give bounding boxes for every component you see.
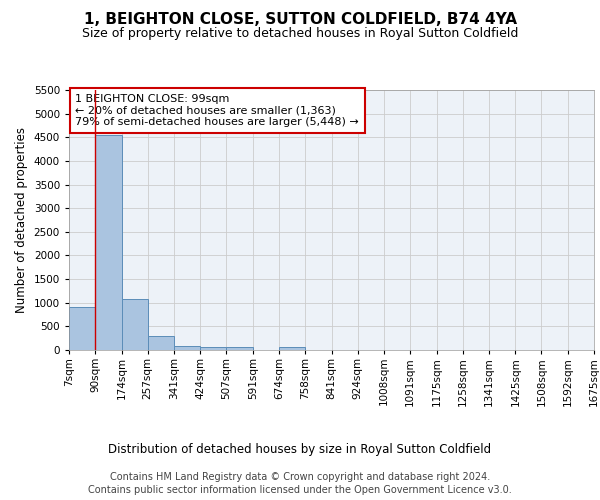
Text: 1 BEIGHTON CLOSE: 99sqm
← 20% of detached houses are smaller (1,363)
79% of semi: 1 BEIGHTON CLOSE: 99sqm ← 20% of detache…	[76, 94, 359, 127]
Bar	[122, 299, 148, 350]
Text: 1, BEIGHTON CLOSE, SUTTON COLDFIELD, B74 4YA: 1, BEIGHTON CLOSE, SUTTON COLDFIELD, B74…	[83, 12, 517, 28]
Text: Contains HM Land Registry data © Crown copyright and database right 2024.: Contains HM Land Registry data © Crown c…	[110, 472, 490, 482]
Bar	[226, 347, 253, 350]
Y-axis label: Number of detached properties: Number of detached properties	[15, 127, 28, 313]
Bar	[95, 135, 122, 350]
Text: Contains public sector information licensed under the Open Government Licence v3: Contains public sector information licen…	[88, 485, 512, 495]
Bar	[174, 346, 200, 350]
Bar	[200, 347, 226, 350]
Text: Size of property relative to detached houses in Royal Sutton Coldfield: Size of property relative to detached ho…	[82, 28, 518, 40]
Text: Distribution of detached houses by size in Royal Sutton Coldfield: Distribution of detached houses by size …	[109, 442, 491, 456]
Bar	[279, 347, 305, 350]
Bar	[148, 336, 174, 350]
Bar	[69, 308, 95, 350]
